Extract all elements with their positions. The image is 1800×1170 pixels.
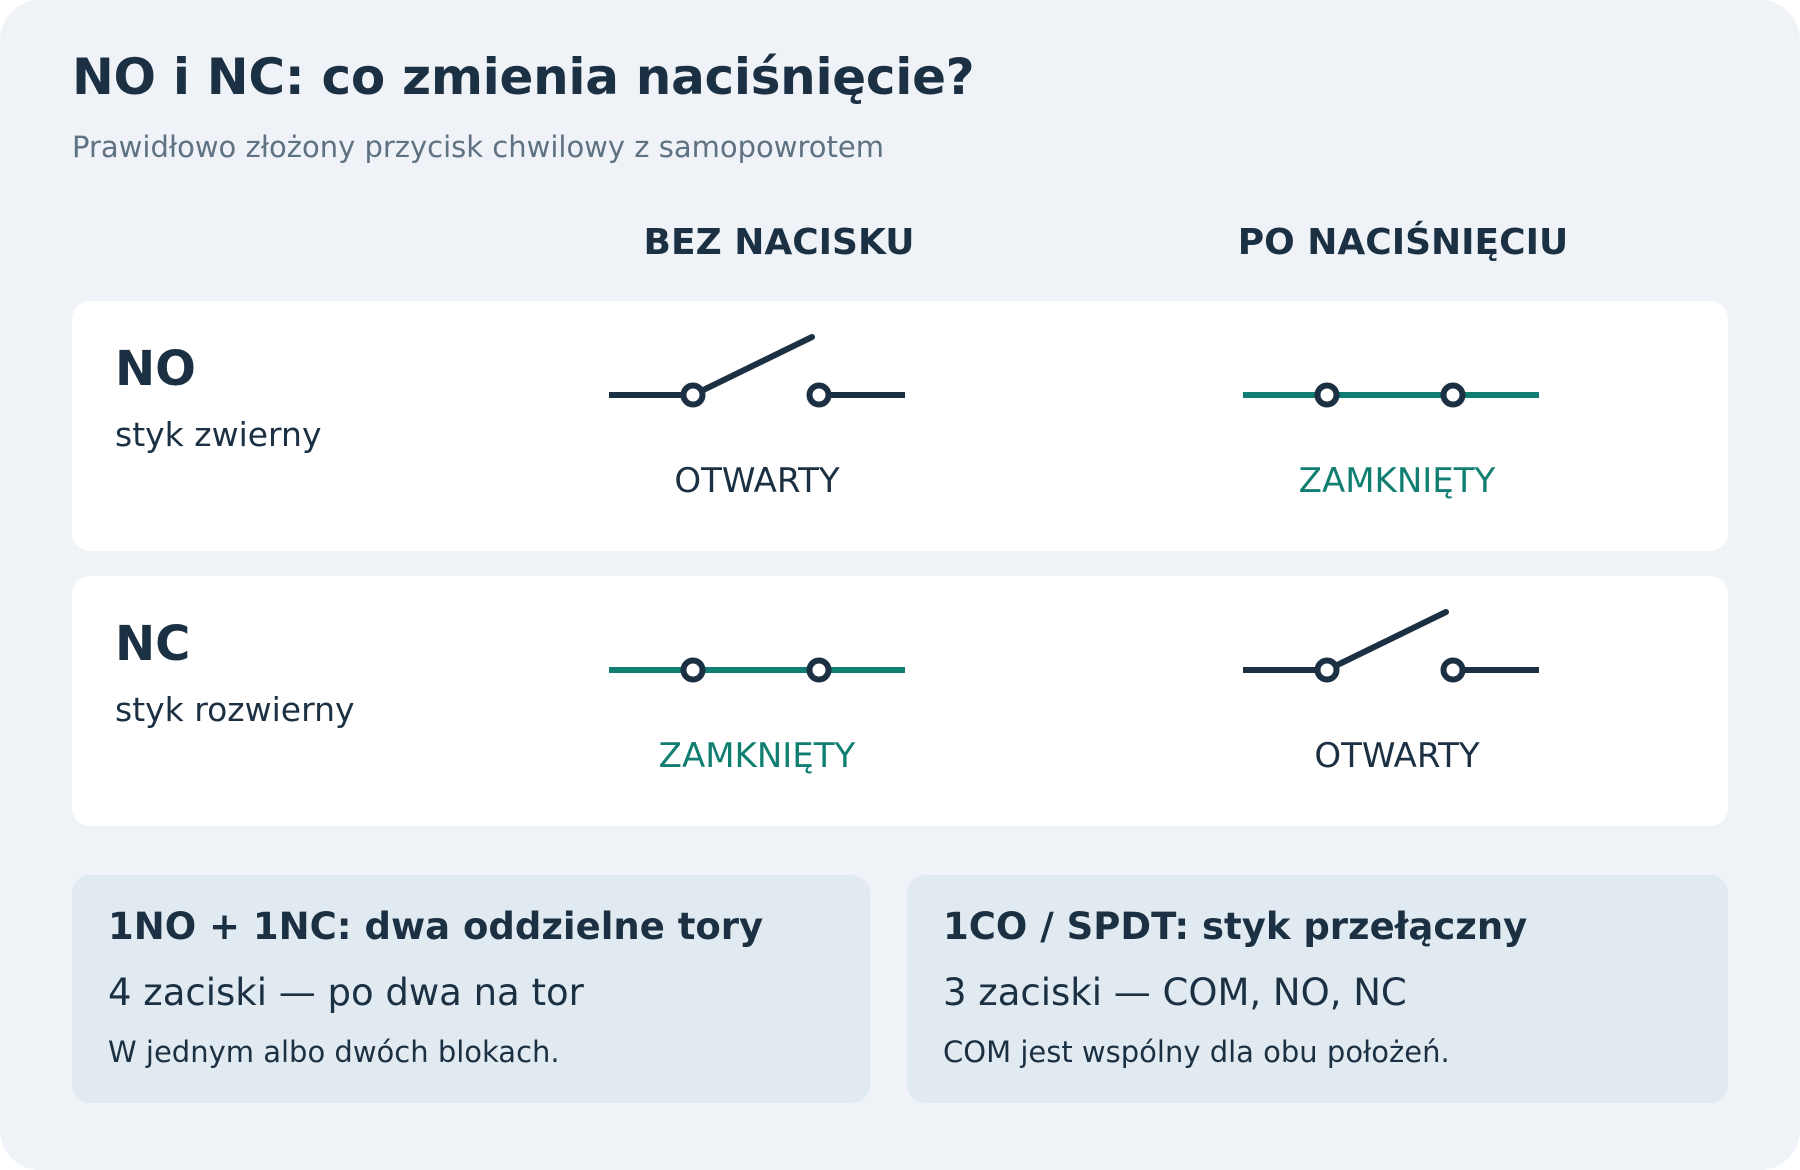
nc-unpressed-switch-symbol <box>609 657 905 683</box>
info-card-title: 1CO / SPDT: styk przełączny <box>943 905 1528 948</box>
info-card-1no-1nc: 1NO + 1NC: dwa oddzielne tory 4 zaciski … <box>72 875 870 1103</box>
terminal-left <box>1314 382 1340 408</box>
row-code-nc: NC <box>115 616 191 672</box>
terminal-right <box>1440 382 1466 408</box>
terminal-right <box>806 657 832 683</box>
nc-pressed-state-label: OTWARTY <box>1314 736 1480 776</box>
terminal-right <box>1440 657 1466 683</box>
page-subtitle: Prawidłowo złożony przycisk chwilowy z s… <box>72 130 884 164</box>
column-header-unpressed: BEZ NACISKU <box>643 222 915 263</box>
terminal-left <box>1314 657 1340 683</box>
no-pressed-state-label: ZAMKNIĘTY <box>1298 461 1496 501</box>
terminal-left <box>680 657 706 683</box>
info-card-title: 1NO + 1NC: dwa oddzielne tory <box>108 905 764 948</box>
info-card-note: COM jest wspólny dla obu położeń. <box>943 1035 1450 1069</box>
column-header-pressed: PO NACIŚNIĘCIU <box>1237 222 1569 263</box>
no-unpressed-switch-symbol <box>609 334 905 408</box>
info-card-subtitle: 3 zaciski — COM, NO, NC <box>943 971 1407 1014</box>
info-card-subtitle: 4 zaciski — po dwa na tor <box>108 971 584 1014</box>
no-contact-row: NO styk zwierny OTWARTY ZAMKNIĘTY <box>72 301 1728 551</box>
nc-contact-row: NC styk rozwierny ZAMKNIĘTY OTWARTY <box>72 576 1728 826</box>
row-code-no: NO <box>115 341 196 397</box>
row-description-no: styk zwierny <box>115 415 322 454</box>
row-description-nc: styk rozwierny <box>115 690 355 729</box>
open-blade-line <box>1324 609 1449 673</box>
no-unpressed-state-label: OTWARTY <box>674 461 840 501</box>
page-title: NO i NC: co zmienia naciśnięcie? <box>72 48 975 106</box>
open-blade-line <box>690 334 815 398</box>
terminal-right <box>806 382 832 408</box>
nc-unpressed-state-label: ZAMKNIĘTY <box>658 736 856 776</box>
info-card-note: W jednym albo dwóch blokach. <box>108 1035 560 1069</box>
info-card-1co-spdt: 1CO / SPDT: styk przełączny 3 zaciski — … <box>907 875 1728 1103</box>
nc-pressed-switch-symbol <box>1243 609 1539 683</box>
terminal-left <box>680 382 706 408</box>
no-pressed-switch-symbol <box>1243 382 1539 408</box>
